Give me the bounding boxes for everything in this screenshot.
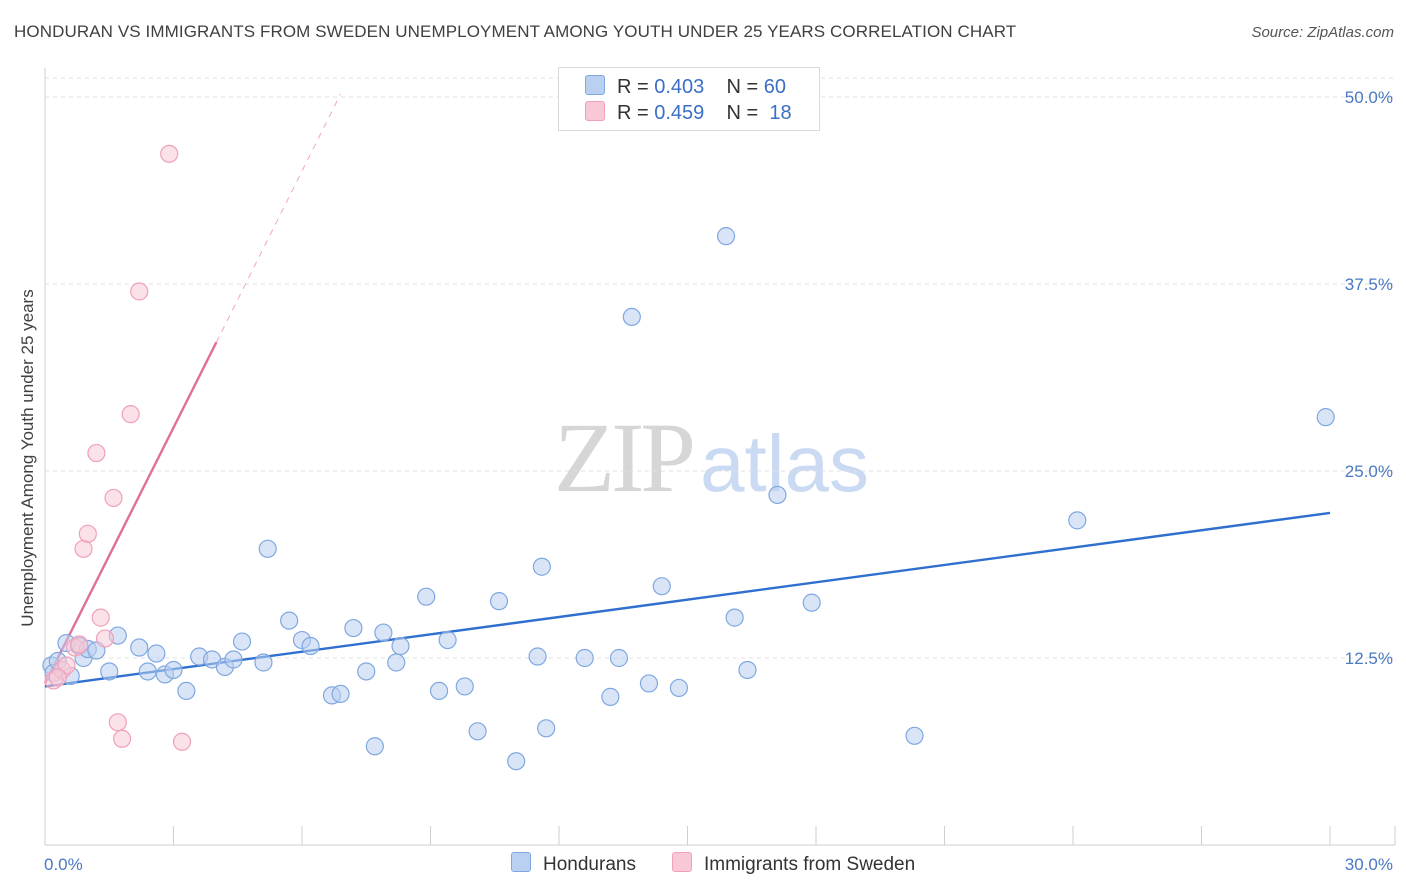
tick-labels: 12.5% 25.0% 37.5% 50.0% 0.0% 30.0% [44,88,1393,874]
grid-lines [45,77,1395,659]
point-hondurans [768,485,787,505]
point-hondurans [357,662,376,681]
point-hondurans [365,737,384,756]
point-hondurans [1068,511,1087,530]
point-hondurans [507,752,526,771]
bottom-legend-label-hondurans: Hondurans [543,854,636,875]
chart-source: Source: ZipAtlas.com [1251,24,1394,41]
point-hondurans [438,630,457,650]
point-hondurans [138,662,157,681]
point-sweden [87,443,106,463]
point-hondurans [254,653,273,672]
data-points [42,144,1335,771]
point-hondurans [528,647,547,666]
point-hondurans [575,648,594,668]
point-sweden [74,539,93,558]
legend-n-value: 18 [769,102,792,124]
point-hondurans [609,648,629,668]
legend-swatch-sweden [585,101,605,121]
point-hondurans [725,608,744,627]
watermark: ZIP atlas [554,400,869,515]
point-hondurans [224,650,243,669]
y-tick-label: 50.0% [1345,88,1393,107]
axes [44,68,1396,846]
point-hondurans [716,227,736,246]
point-sweden [160,144,179,163]
point-hondurans [537,719,556,738]
trend-lines [43,93,1331,688]
point-sweden [104,488,123,508]
legend-n-label: N = [726,76,759,98]
point-sweden [70,635,89,654]
point-hondurans [429,681,449,701]
point-hondurans [177,681,196,701]
legend-row-sweden: R = 0.459 N = 18 [585,101,792,127]
point-sweden [78,524,97,543]
legend-r-value: 0.403 [654,76,705,98]
point-sweden [91,608,110,627]
bottom-legend-swatch-sweden [672,852,692,872]
legend-n-label: N = [726,102,759,124]
point-hondurans [669,678,689,698]
point-sweden [95,629,115,648]
bottom-legend-sweden: Immigrants from Sweden [672,852,915,876]
legend-r-label: R = [617,76,649,98]
point-hondurans [301,636,320,656]
point-sweden [112,729,132,748]
trendline-sweden-extension [215,93,341,343]
point-hondurans [738,660,757,680]
legend-row-hondurans: R = 0.403 N = 60 [585,75,786,101]
point-hondurans [652,577,671,596]
point-hondurans [344,618,363,638]
chart-title: HONDURAN VS IMMIGRANTS FROM SWEDEN UNEMP… [14,22,1017,41]
y-tick-label: 12.5% [1345,649,1393,668]
point-hondurans [147,644,166,663]
point-sweden [130,282,149,301]
bottom-legend-swatch-hondurans [511,852,531,872]
point-hondurans [391,636,410,656]
y-tick-label: 25.0% [1345,462,1393,481]
x-tick-label-min: 0.0% [44,855,83,874]
legend-swatch-hondurans [585,75,605,95]
bottom-legend-label-sweden: Immigrants from Sweden [704,854,916,875]
point-hondurans [130,638,149,657]
point-hondurans [468,722,487,741]
point-hondurans [639,674,659,693]
point-hondurans [489,592,509,611]
point-hondurans [164,660,183,680]
point-hondurans [1316,408,1335,427]
point-hondurans [258,539,277,558]
legend-n-value: 60 [763,76,787,98]
trendline-sweden [43,341,218,684]
point-hondurans [280,611,299,630]
y-axis-label: Unemployment Among Youth under 25 years [18,289,37,627]
point-hondurans [331,684,350,704]
point-sweden [121,405,140,424]
point-hondurans [802,593,821,612]
point-sweden [172,732,192,751]
x-tick-label-max: 30.0% [1345,855,1393,874]
point-hondurans [905,726,924,745]
point-sweden [48,668,67,687]
point-hondurans [601,687,620,706]
point-hondurans [622,307,641,327]
point-hondurans [455,677,474,696]
correlation-legend: R = 0.403 N = 60 R = 0.459 N = 18 [558,67,820,131]
y-tick-label: 37.5% [1345,275,1393,294]
watermark-zip: ZIP [554,402,696,513]
point-hondurans [387,653,406,672]
point-hondurans [374,623,393,642]
point-sweden [108,713,127,732]
legend-r-value: 0.459 [654,102,705,124]
point-hondurans [417,587,436,606]
bottom-legend-hondurans: Hondurans [511,852,636,876]
point-hondurans [532,557,551,576]
point-hondurans [100,662,119,681]
legend-r-label: R = [617,102,649,124]
point-hondurans [232,632,252,651]
